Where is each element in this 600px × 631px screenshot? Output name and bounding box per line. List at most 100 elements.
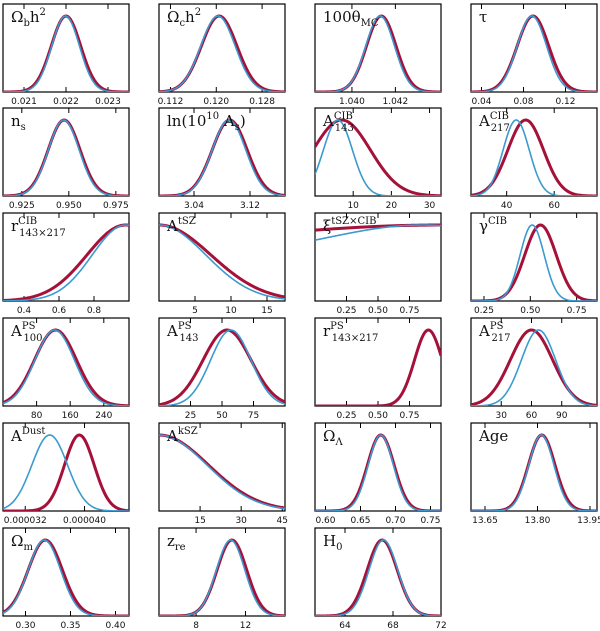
posterior-curve-b: [159, 539, 285, 616]
panel-3: 0.04 0.08 0.12 τ: [470, 3, 598, 107]
panel-frame: [470, 212, 598, 302]
panel-10: 0.25 0.50 0.75 ξtSZ×CIB: [314, 212, 442, 316]
panel-label-10: ξtSZ×CIB: [323, 216, 376, 235]
panel-19: 13.65 13.80 13.95 Age: [470, 422, 600, 526]
x-tick-label: 25: [185, 411, 196, 421]
panel-label-21: zre: [167, 532, 186, 553]
x-tick-label: 0.023: [95, 97, 121, 107]
panel-frame: [314, 317, 442, 407]
x-tick-label: 0.40: [105, 621, 125, 631]
x-tick-label: 0.25: [336, 411, 356, 421]
posterior-curve-a: [471, 328, 597, 406]
x-tick-label: 40: [501, 201, 513, 211]
posterior-curve-b: [159, 224, 285, 300]
posterior-curve-b: [315, 15, 441, 92]
panel-label-15: APS 217: [478, 321, 511, 344]
x-tick-label: 0.35: [60, 621, 80, 631]
panel-frame: [158, 422, 286, 512]
posterior-curve-b: [471, 15, 597, 92]
x-tick-label: 0.022: [53, 97, 79, 107]
panel-8: 0.4 0.6 0.8 rCIB 143×217: [2, 212, 130, 316]
panel-1: 0.112 0.120 0.128 Ωch2: [158, 3, 286, 107]
posterior-curve-b: [3, 224, 129, 301]
posterior-curve-a: [3, 223, 129, 301]
x-tick-label: 12: [240, 621, 251, 631]
panel-21: 8 12 zre: [158, 527, 286, 631]
x-tick-label: 0.12: [555, 97, 575, 107]
x-tick-label: 160: [62, 411, 79, 421]
x-tick-label: 240: [95, 411, 112, 421]
posterior-curve-b: [3, 329, 129, 406]
x-tick-label: 1.040: [339, 97, 365, 107]
panel-label-22: H0: [323, 532, 342, 553]
panel-frame: [2, 107, 130, 197]
posterior-curve-b: [471, 329, 597, 406]
x-tick-label: 60: [548, 201, 560, 211]
x-tick-label: 1.042: [382, 97, 408, 107]
panel-9: 5 10 15 AtSZ: [158, 212, 286, 316]
panel-label-8: rCIB 143×217: [11, 216, 66, 239]
posterior-curve-b: [159, 329, 285, 406]
x-tick-label: 0.25: [336, 306, 356, 316]
panel-16: 0.000032 0.000040 ADust: [2, 422, 130, 526]
panel-label-11: γCIB: [479, 216, 507, 235]
x-tick-label: 15: [261, 306, 272, 316]
x-tick-label: 0.50: [368, 411, 388, 421]
panel-label-12: APS 100: [10, 321, 43, 344]
panel-0: 0.021 0.022 0.023 Ωbh2: [2, 3, 130, 107]
x-tick-label: 64: [339, 621, 351, 631]
posterior-curve-a: [315, 328, 441, 406]
x-tick-label: 13.80: [525, 516, 551, 526]
posterior-curve-b: [159, 119, 285, 196]
panel-label-7: ACIB 217: [478, 111, 510, 134]
panel-18: 0.60 0.65 0.70 0.75 ΩΛ: [314, 422, 442, 526]
panel-13: 25 50 75 APS 143: [158, 317, 286, 421]
posterior-curve-a: [3, 328, 129, 406]
x-tick-label: 75: [248, 411, 259, 421]
x-tick-label: 80: [31, 411, 43, 421]
x-tick-label: 0.50: [368, 306, 388, 316]
panel-frame: [470, 422, 598, 512]
posterior-curve-b: [471, 434, 597, 511]
posterior-curve-a: [159, 328, 285, 406]
x-tick-label: 13.65: [472, 516, 498, 526]
panel-label-5: ln(1010 As): [167, 111, 246, 133]
x-tick-label: 60: [526, 411, 538, 421]
panel-17: 15 30 45 AkSZ: [158, 422, 288, 526]
panel-2: 1.040 1.042 100θMC: [314, 3, 442, 107]
x-tick-label: 0.6: [52, 306, 67, 316]
x-tick-label: 0.128: [249, 97, 275, 107]
panel-4: 0.925 0.950 0.975 ns: [2, 107, 130, 211]
x-tick-label: 0.75: [399, 411, 419, 421]
x-tick-label: 68: [387, 621, 399, 631]
x-tick-label: 20: [386, 201, 398, 211]
x-tick-label: 5: [192, 306, 198, 316]
posterior-curve-b: [3, 539, 129, 616]
x-tick-label: 3.04: [184, 201, 204, 211]
x-tick-label: 3.12: [240, 201, 260, 211]
x-tick-label: 0.75: [567, 306, 587, 316]
x-tick-label: 30: [496, 411, 508, 421]
panel-label-0: Ωbh2: [11, 7, 46, 29]
x-tick-label: 0.4: [17, 306, 32, 316]
posterior-curve-b: [159, 434, 285, 510]
posterior-curve-b: [471, 224, 597, 301]
posterior-curve-a: [159, 223, 285, 299]
panel-label-1: Ωch2: [167, 7, 201, 29]
x-tick-label: 15: [194, 516, 205, 526]
panel-label-16: ADust: [10, 426, 45, 445]
x-tick-label: 0.000040: [63, 516, 106, 526]
x-tick-label: 0.925: [9, 201, 35, 211]
posterior-curve-b: [3, 15, 129, 92]
x-tick-label: 0.60: [315, 516, 335, 526]
panel-20: 0.30 0.35 0.40 Ωm: [2, 527, 130, 631]
x-tick-label: 0.75: [399, 306, 419, 316]
x-tick-label: 0.112: [158, 97, 184, 107]
panel-5: 3.04 3.12 ln(1010 As): [158, 107, 286, 211]
x-tick-label: 0.50: [520, 306, 540, 316]
x-tick-label: 8: [193, 621, 199, 631]
panel-label-19: Age: [478, 427, 508, 445]
panel-frame: [158, 527, 286, 617]
x-tick-label: 30: [424, 201, 436, 211]
